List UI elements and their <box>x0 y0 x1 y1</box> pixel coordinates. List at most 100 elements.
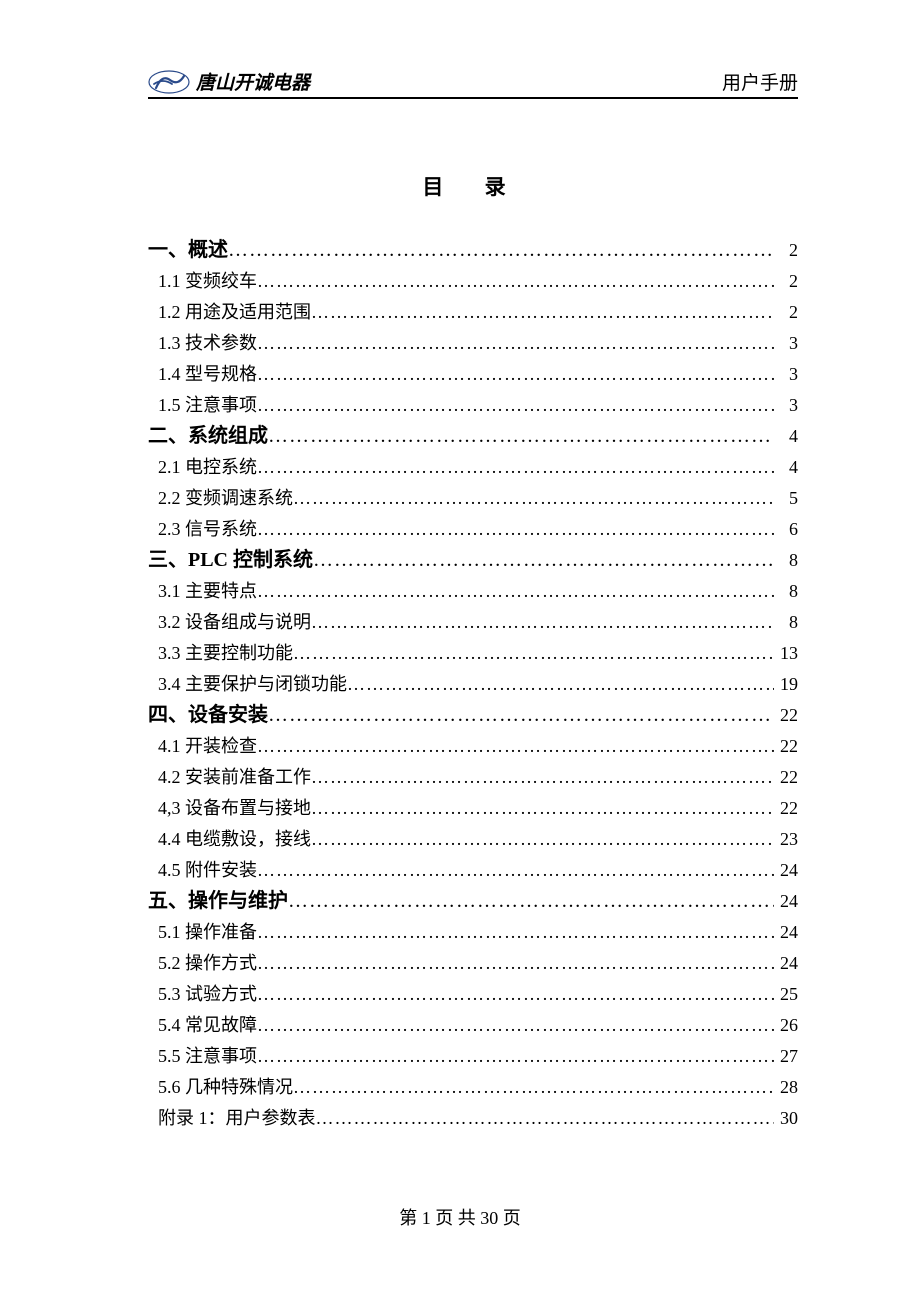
toc-entry-label: 5.6 几种特殊情况 <box>158 1072 293 1103</box>
company-logo-icon <box>148 70 190 94</box>
toc-leader-dots: …………………………………………………………………………………………………………… <box>313 545 774 576</box>
toc-entry-page: 30 <box>774 1103 798 1134</box>
page-container: 唐山开诚电器 用户手册 目 录 一、概述……………………………………………………… <box>0 0 920 1134</box>
toc-entry: 3.2 设备组成与说明……………………………………………………………………………… <box>148 607 798 638</box>
toc-entry-page: 13 <box>774 638 798 669</box>
toc-entry: 4.5 附件安装……………………………………………………………………………………… <box>148 855 798 886</box>
toc-leader-dots: …………………………………………………………………………………………………………… <box>257 1010 774 1041</box>
toc-entry-label: 4.4 电缆敷设，接线 <box>158 824 311 855</box>
toc-leader-dots: …………………………………………………………………………………………………………… <box>257 266 774 297</box>
toc-entry-label: 5.4 常见故障 <box>158 1010 257 1041</box>
toc-entry-page: 24 <box>774 855 798 886</box>
toc-leader-dots: …………………………………………………………………………………………………………… <box>293 483 774 514</box>
toc-leader-dots: …………………………………………………………………………………………………………… <box>257 328 774 359</box>
page-footer: 第 1 页 共 30 页 <box>0 1204 920 1230</box>
toc-title: 目 录 <box>148 171 798 201</box>
toc-entry-page: 26 <box>774 1010 798 1041</box>
toc-entry-page: 22 <box>774 762 798 793</box>
toc-entry-label: 四、设备安装 <box>148 700 268 731</box>
toc-leader-dots: …………………………………………………………………………………………………………… <box>288 886 774 917</box>
toc-entry-page: 19 <box>774 669 798 700</box>
table-of-contents: 一、概述………………………………………………………………………………………………… <box>148 235 798 1134</box>
toc-leader-dots: …………………………………………………………………………………………………………… <box>257 390 774 421</box>
toc-entry: 5.4 常见故障……………………………………………………………………………………… <box>148 1010 798 1041</box>
toc-entry-page: 5 <box>774 483 798 514</box>
toc-entry-label: 1.2 用途及适用范围 <box>158 297 311 328</box>
toc-leader-dots: …………………………………………………………………………………………………………… <box>257 1041 774 1072</box>
toc-entry: 4.1 开装检查……………………………………………………………………………………… <box>148 731 798 762</box>
toc-entry-label: 2.3 信号系统 <box>158 514 257 545</box>
toc-leader-dots: …………………………………………………………………………………………………………… <box>311 793 774 824</box>
toc-entry-label: 附录 1：用户参数表 <box>158 1103 316 1134</box>
toc-entry-page: 3 <box>774 359 798 390</box>
toc-entry: 2.1 电控系统……………………………………………………………………………………… <box>148 452 798 483</box>
toc-entry-label: 4.5 附件安装 <box>158 855 257 886</box>
toc-entry-page: 24 <box>774 886 798 917</box>
toc-entry-label: 4,3 设备布置与接地 <box>158 793 311 824</box>
toc-entry: 附录 1：用户参数表………………………………………………………………………………… <box>148 1103 798 1134</box>
toc-leader-dots: …………………………………………………………………………………………………………… <box>311 297 774 328</box>
company-name: 唐山开诚电器 <box>196 68 310 95</box>
toc-entry: 三、PLC 控制系统………………………………………………………………………………… <box>148 545 798 576</box>
toc-leader-dots: …………………………………………………………………………………………………………… <box>257 731 774 762</box>
toc-entry: 3.3 主要控制功能………………………………………………………………………………… <box>148 638 798 669</box>
toc-entry-label: 二、系统组成 <box>148 421 268 452</box>
toc-entry-page: 24 <box>774 948 798 979</box>
toc-entry: 1.5 注意事项……………………………………………………………………………………… <box>148 390 798 421</box>
toc-entry-label: 2.1 电控系统 <box>158 452 257 483</box>
document-type: 用户手册 <box>722 68 798 95</box>
toc-entry: 4.4 电缆敷设，接线……………………………………………………………………………… <box>148 824 798 855</box>
toc-entry: 1.2 用途及适用范围……………………………………………………………………………… <box>148 297 798 328</box>
toc-leader-dots: …………………………………………………………………………………………………………… <box>293 1072 774 1103</box>
toc-entry: 2.2 变频调速系统………………………………………………………………………………… <box>148 483 798 514</box>
toc-entry: 2.3 信号系统……………………………………………………………………………………… <box>148 514 798 545</box>
toc-leader-dots: …………………………………………………………………………………………………………… <box>257 855 774 886</box>
toc-entry-page: 27 <box>774 1041 798 1072</box>
toc-leader-dots: …………………………………………………………………………………………………………… <box>228 235 774 266</box>
toc-entry: 5.6 几种特殊情况………………………………………………………………………………… <box>148 1072 798 1103</box>
toc-entry-label: 3.3 主要控制功能 <box>158 638 293 669</box>
toc-leader-dots: …………………………………………………………………………………………………………… <box>347 669 774 700</box>
toc-entry-label: 2.2 变频调速系统 <box>158 483 293 514</box>
toc-leader-dots: …………………………………………………………………………………………………………… <box>257 917 774 948</box>
toc-entry-page: 24 <box>774 917 798 948</box>
toc-entry-label: 三、PLC 控制系统 <box>148 545 313 576</box>
toc-entry: 1.1 变频绞车……………………………………………………………………………………… <box>148 266 798 297</box>
toc-entry-page: 3 <box>774 390 798 421</box>
toc-entry-label: 4.2 安装前准备工作 <box>158 762 311 793</box>
toc-leader-dots: …………………………………………………………………………………………………………… <box>257 514 774 545</box>
toc-entry-page: 28 <box>774 1072 798 1103</box>
toc-entry: 3.1 主要特点……………………………………………………………………………………… <box>148 576 798 607</box>
header-left: 唐山开诚电器 <box>148 68 310 95</box>
toc-entry-page: 2 <box>774 266 798 297</box>
toc-entry: 五、操作与维护………………………………………………………………………………………… <box>148 886 798 917</box>
toc-leader-dots: …………………………………………………………………………………………………………… <box>257 452 774 483</box>
toc-leader-dots: …………………………………………………………………………………………………………… <box>311 607 774 638</box>
toc-leader-dots: …………………………………………………………………………………………………………… <box>257 979 774 1010</box>
toc-entry-page: 22 <box>774 793 798 824</box>
toc-entry-label: 3.4 主要保护与闭锁功能 <box>158 669 347 700</box>
toc-entry-page: 8 <box>774 576 798 607</box>
toc-leader-dots: …………………………………………………………………………………………………………… <box>257 576 774 607</box>
toc-entry-label: 1.1 变频绞车 <box>158 266 257 297</box>
toc-entry: 5.5 注意事项……………………………………………………………………………………… <box>148 1041 798 1072</box>
toc-entry-label: 5.5 注意事项 <box>158 1041 257 1072</box>
toc-entry-label: 3.1 主要特点 <box>158 576 257 607</box>
page-header: 唐山开诚电器 用户手册 <box>148 68 798 99</box>
toc-entry-label: 1.3 技术参数 <box>158 328 257 359</box>
toc-entry-page: 8 <box>774 545 798 576</box>
toc-entry-page: 6 <box>774 514 798 545</box>
toc-entry-label: 5.2 操作方式 <box>158 948 257 979</box>
toc-entry: 3.4 主要保护与闭锁功能………………………………………………………………………… <box>148 669 798 700</box>
toc-leader-dots: …………………………………………………………………………………………………………… <box>311 824 774 855</box>
toc-leader-dots: …………………………………………………………………………………………………………… <box>268 700 774 731</box>
toc-entry-label: 五、操作与维护 <box>148 886 288 917</box>
toc-entry-page: 8 <box>774 607 798 638</box>
toc-entry-page: 22 <box>774 731 798 762</box>
toc-entry: 二、系统组成…………………………………………………………………………………………… <box>148 421 798 452</box>
toc-entry-label: 1.5 注意事项 <box>158 390 257 421</box>
toc-entry-page: 2 <box>774 235 798 266</box>
toc-entry-label: 1.4 型号规格 <box>158 359 257 390</box>
toc-leader-dots: …………………………………………………………………………………………………………… <box>257 359 774 390</box>
toc-entry: 1.3 技术参数……………………………………………………………………………………… <box>148 328 798 359</box>
